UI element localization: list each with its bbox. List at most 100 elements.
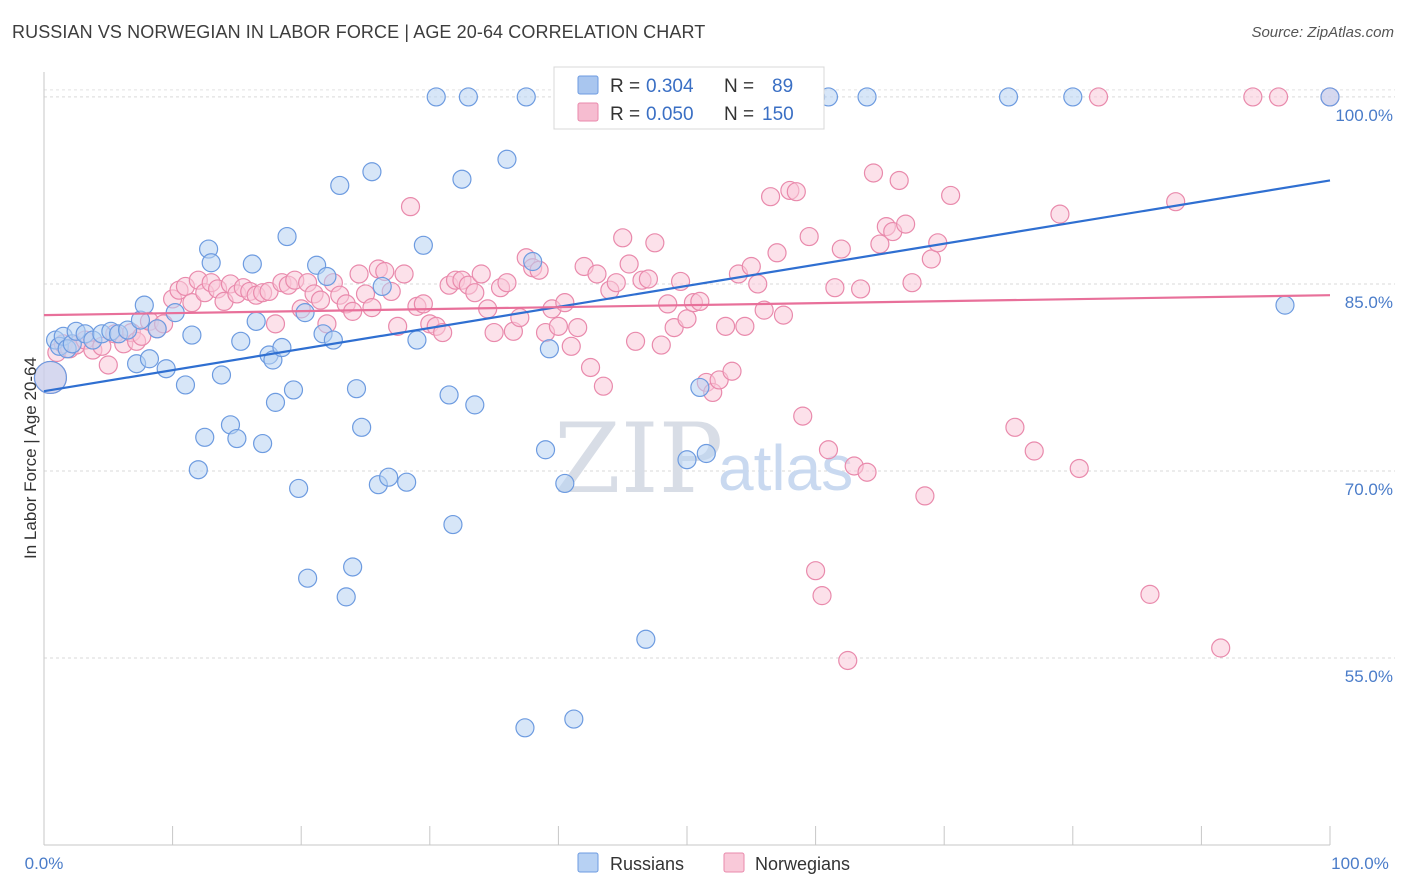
point-norwegians-119: [818, 440, 839, 460]
bottom-legend-label-russians: Russians: [610, 854, 684, 874]
point-norwegians-52: [388, 316, 408, 336]
point-russians-22: [188, 460, 208, 480]
stats-legend-box: [553, 66, 825, 130]
bottom-legend-swatch-russians: [577, 852, 599, 873]
legend-n-label-russians: N =: [724, 76, 754, 97]
point-russians-31: [246, 311, 266, 331]
chart-title: RUSSIAN VS NORWEGIAN IN LABOR FORCE | AG…: [12, 22, 706, 42]
point-russians-65: [515, 718, 535, 738]
point-russians-79: [857, 87, 877, 107]
point-russians-45: [323, 330, 343, 350]
point-norwegians-65: [471, 264, 491, 284]
point-russians-23: [195, 427, 215, 447]
point-russians-63: [465, 395, 485, 415]
x-tick-label-min: 0.0%: [25, 854, 64, 873]
x-tick-label-max: 100.0%: [1331, 854, 1389, 873]
point-norwegians-77: [548, 316, 569, 336]
point-russians-58: [426, 87, 446, 107]
legend-r-label-norwegians: R =: [610, 104, 640, 125]
legend-r-value-russians: 0.304: [646, 76, 694, 97]
point-norwegians-48: [362, 298, 382, 318]
point-russians-68: [535, 440, 556, 460]
point-russians-57: [413, 235, 433, 255]
y-axis-label: In Labor Force | Age 20-64: [21, 357, 40, 559]
point-russians-50: [352, 417, 372, 437]
point-norwegians-118: [812, 586, 832, 606]
stats-legend: R = 0.304 N = 89 R = 0.050 N = 150: [553, 66, 825, 130]
point-norwegians-114: [786, 182, 806, 202]
bottom-legend-swatch-norwegians: [723, 852, 745, 873]
point-russians-35: [265, 392, 286, 412]
point-norwegians-46: [349, 264, 369, 284]
point-russians-80: [998, 87, 1019, 107]
point-norwegians-20: [182, 293, 202, 313]
point-russians-53: [372, 276, 392, 297]
point-russians-15: [134, 295, 154, 315]
point-russians-75: [696, 443, 716, 464]
legend-n-value-russians: 89: [772, 76, 793, 97]
point-norwegians-116: [799, 226, 819, 247]
point-norwegians-59: [433, 322, 453, 343]
point-russians-59: [439, 385, 459, 405]
point-russians-0: [33, 360, 68, 395]
point-norwegians-130: [889, 170, 909, 191]
point-russians-62: [458, 87, 478, 107]
point-russians-56: [407, 330, 427, 350]
point-norwegians-117: [805, 561, 826, 581]
point-norwegians-109: [754, 300, 774, 320]
point-russians-70: [555, 473, 575, 494]
point-norwegians-139: [1050, 204, 1070, 224]
point-norwegians-103: [715, 316, 736, 336]
point-norwegians-53: [394, 264, 414, 284]
point-norwegians-142: [1140, 584, 1160, 604]
point-norwegians-83: [587, 264, 607, 284]
point-russians-12: [117, 320, 138, 340]
point-norwegians-120: [825, 278, 845, 298]
point-norwegians-137: [1005, 417, 1025, 437]
point-russians-49: [346, 379, 367, 399]
point-norwegians-146: [1268, 87, 1289, 107]
point-russians-67: [523, 251, 543, 272]
point-norwegians-145: [1243, 87, 1263, 107]
trend-lines: [43, 179, 1331, 393]
point-russians-69: [539, 339, 559, 359]
point-norwegians-140: [1069, 458, 1089, 479]
point-russians-40: [295, 303, 315, 323]
point-norwegians-99: [690, 291, 710, 312]
x-axis-ticks: [43, 826, 1331, 845]
point-russians-25: [201, 253, 221, 273]
point-norwegians-115: [793, 406, 813, 426]
point-russians-30: [242, 254, 262, 274]
y-tick-label-1: 70.0%: [1345, 480, 1393, 499]
point-russians-28: [227, 428, 247, 449]
point-norwegians-110: [760, 187, 781, 207]
point-russians-47: [336, 587, 356, 607]
point-russians-29: [231, 331, 251, 351]
point-norwegians-54: [400, 197, 421, 217]
point-norwegians-97: [677, 309, 697, 329]
point-norwegians-79: [561, 336, 581, 356]
point-norwegians-94: [658, 294, 678, 314]
legend-n-value-norwegians: 150: [762, 104, 794, 125]
point-norwegians-107: [741, 256, 761, 277]
point-norwegians-86: [606, 273, 626, 293]
point-norwegians-127: [870, 234, 890, 254]
point-norwegians-78: [555, 293, 575, 313]
point-norwegians-108: [748, 274, 768, 294]
bottom-legend-label-norwegians: Norwegians: [755, 854, 850, 874]
point-norwegians-33: [265, 314, 286, 334]
legend-swatch-russians: [577, 75, 599, 95]
point-norwegians-136: [941, 185, 961, 206]
point-norwegians-132: [902, 273, 922, 293]
point-norwegians-122: [838, 650, 858, 671]
point-russians-39: [289, 478, 309, 499]
point-russians-82: [1275, 295, 1295, 315]
point-norwegians-133: [915, 486, 935, 506]
point-russians-66: [516, 87, 536, 107]
point-russians-64: [497, 149, 517, 169]
trend-line-norwegians: [43, 294, 1331, 317]
point-russians-26: [211, 365, 232, 385]
point-norwegians-126: [863, 163, 884, 183]
point-russians-83: [1320, 87, 1340, 107]
